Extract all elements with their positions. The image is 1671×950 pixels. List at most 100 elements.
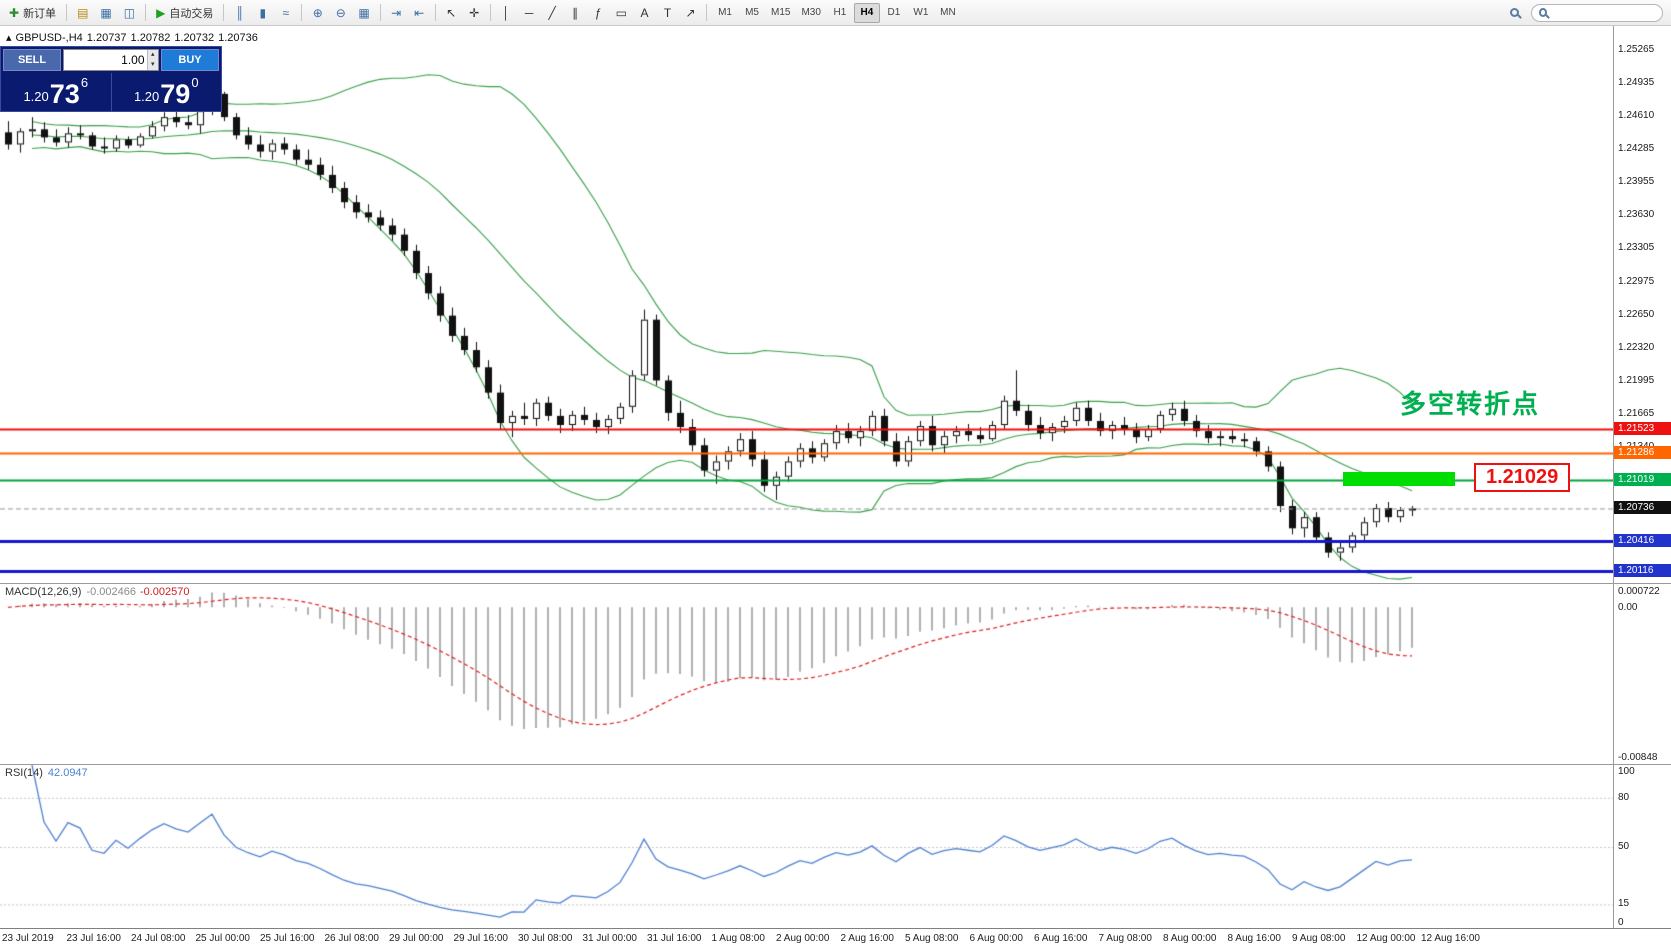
timeframe-mn[interactable]: MN — [940, 7, 956, 18]
auto-scroll-button[interactable]: ⇥ — [386, 2, 407, 23]
auto-scroll-icon: ⇥ — [391, 5, 402, 20]
price-pane[interactable]: ▴ GBPUSD-,H4 1.20737 1.20782 1.20732 1.20736 … — [0, 26, 1671, 583]
volume-decrease-button[interactable]: ▾ — [147, 60, 158, 70]
shapes-icon: ▭ — [615, 5, 628, 20]
macd-canvas[interactable] — [0, 584, 1613, 765]
price-axis-tick: 1.21665 — [1618, 408, 1655, 420]
time-axis-label: 6 Aug 16:00 — [1034, 933, 1088, 944]
timeframe-d1[interactable]: D1 — [887, 7, 901, 18]
time-axis-label: 7 Aug 08:00 — [1098, 933, 1152, 944]
arrows-button[interactable]: ↗ — [680, 2, 701, 23]
arrows-icon: ↗ — [685, 5, 696, 20]
autotrading-button[interactable]: ▶ 自动交易 — [151, 2, 218, 23]
timeframe-m15[interactable]: M15 — [771, 7, 791, 18]
chart-shift-button[interactable]: ⇤ — [409, 2, 430, 23]
rsi-axis-label: 0 — [1618, 917, 1624, 928]
search-box[interactable] — [1531, 3, 1663, 22]
trendline-button[interactable]: ╱ — [542, 2, 563, 23]
price-level-tag[interactable]: 1.21523 — [1614, 421, 1671, 435]
rsi-label: RSI(14) 42.0947 — [5, 767, 88, 779]
toolbar-separator — [301, 4, 303, 21]
macd-name: MACD(12,26,9) — [5, 586, 82, 598]
zoom-out-icon: ⊖ — [335, 5, 346, 20]
label-button[interactable]: T — [657, 2, 678, 23]
time-axis-label: 5 Aug 08:00 — [905, 933, 959, 944]
rsi-axis-label: 15 — [1618, 898, 1630, 910]
price-level-tag[interactable]: 1.20116 — [1614, 564, 1671, 578]
price-axis-tick: 1.24285 — [1618, 143, 1655, 155]
highlight-box[interactable] — [1343, 471, 1455, 486]
time-axis-label: 8 Aug 00:00 — [1163, 933, 1217, 944]
price-level-tag[interactable]: 1.20416 — [1614, 533, 1671, 547]
rsi-axis-label: 100 — [1618, 766, 1635, 777]
ohlc-low: 1.20732 — [174, 32, 215, 44]
search-icon-button[interactable] — [1504, 2, 1525, 23]
sell-button[interactable]: SELL — [3, 49, 61, 71]
buy-button[interactable]: BUY — [161, 49, 219, 71]
price-axis-tick: 1.21995 — [1618, 374, 1655, 386]
timeframe-m1[interactable]: M1 — [718, 7, 732, 18]
channel-button[interactable]: ∥ — [565, 2, 586, 23]
rsi-axis[interactable]: 100 80 50 15 0 — [1613, 765, 1671, 928]
search-input[interactable] — [1551, 6, 1655, 19]
trendline-icon: ╱ — [548, 5, 556, 20]
line-chart-button[interactable]: ≈ — [275, 2, 296, 23]
sell-price[interactable]: 1.20 73 6 — [1, 73, 111, 111]
volume-stepper[interactable]: ▴ ▾ — [63, 49, 159, 71]
bar-chart-icon: ║ — [235, 5, 245, 20]
time-axis-label: 23 Jul 16:00 — [66, 933, 122, 944]
chart-symbol: GBPUSD-,H4 — [15, 32, 83, 44]
rsi-name: RSI(14) — [5, 767, 43, 779]
timeframe-m30[interactable]: M30 — [801, 7, 821, 18]
price-chart-canvas[interactable] — [0, 26, 1613, 583]
new-order-button[interactable]: ✚ 新订单 — [4, 2, 61, 23]
time-axis-label: 6 Aug 00:00 — [969, 933, 1023, 944]
rsi-canvas[interactable] — [0, 765, 1613, 929]
vertical-line-button[interactable]: │ — [496, 2, 517, 23]
horizontal-line-button[interactable]: ─ — [519, 2, 540, 23]
price-axis-tick: 1.24935 — [1618, 77, 1655, 89]
rsi-pane[interactable]: RSI(14) 42.0947 100 80 50 15 0 — [0, 764, 1671, 929]
toolbar-separator — [489, 4, 491, 21]
sell-price-pipette: 6 — [80, 75, 89, 90]
zoom-out-button[interactable]: ⊖ — [330, 2, 351, 23]
shapes-button[interactable]: ▭ — [611, 2, 632, 23]
candlestick-chart-button[interactable]: ▮ — [252, 2, 273, 23]
tile-windows-icon: ▦ — [358, 5, 370, 20]
macd-axis[interactable]: 0.000722 0.00 -0.00848 — [1613, 584, 1671, 764]
macd-signal-value: -0.002570 — [139, 586, 190, 598]
crosshair-button[interactable]: ✛ — [464, 2, 485, 23]
data-window-icon[interactable]: ◫ — [119, 2, 140, 23]
price-callout-label[interactable]: 1.21029 — [1474, 463, 1571, 492]
timeframe-h4[interactable]: H4 — [853, 2, 880, 23]
toolbar-separator — [223, 4, 225, 21]
new-chart-icon[interactable]: ▤ — [72, 2, 93, 23]
fibonacci-icon: ƒ — [594, 5, 602, 20]
volume-increase-button[interactable]: ▴ — [147, 50, 158, 60]
cursor-button[interactable]: ↖ — [441, 2, 462, 23]
bar-chart-button[interactable]: ║ — [229, 2, 250, 23]
chart-annotation-text[interactable]: 多空转折点 — [1400, 389, 1541, 419]
timeframe-w1[interactable]: W1 — [913, 7, 929, 18]
volume-input[interactable] — [64, 50, 147, 70]
price-level-tag[interactable]: 1.21286 — [1614, 445, 1671, 459]
price-level-tag[interactable]: 1.21019 — [1614, 472, 1671, 486]
macd-pane[interactable]: MACD(12,26,9) -0.002466 -0.002570 0.000722… — [0, 583, 1671, 765]
chart-shift-icon: ⇤ — [414, 5, 425, 20]
timeframe-h1[interactable]: H1 — [833, 7, 847, 18]
timeframe-m5[interactable]: M5 — [745, 7, 759, 18]
horizontal-line-icon: ─ — [524, 5, 534, 20]
zoom-in-button[interactable]: ⊕ — [307, 2, 328, 23]
buy-price[interactable]: 1.20 79 0 — [112, 73, 222, 111]
fibonacci-button[interactable]: ƒ — [588, 2, 609, 23]
price-axis[interactable]: 1.25265 1.24935 1.24610 1.24285 1.23955 1.236… — [1613, 26, 1671, 583]
ohlc-open: 1.20737 — [86, 32, 127, 44]
macd-axis-label: 0.000722 — [1618, 586, 1660, 597]
text-button[interactable]: A — [634, 2, 655, 23]
one-click-trade-panel: SELL ▴ ▾ BUY 1.20 73 6 1.20 — [0, 46, 222, 112]
label-icon: T — [663, 5, 672, 20]
time-axis[interactable]: 23 Jul 2019 23 Jul 16:00 24 Jul 08:00 25 Ju… — [0, 928, 1671, 950]
tile-windows-button[interactable]: ▦ — [353, 2, 374, 23]
collapse-icon[interactable]: ▴ — [6, 32, 12, 44]
profiles-icon[interactable]: ▦ — [95, 2, 116, 23]
